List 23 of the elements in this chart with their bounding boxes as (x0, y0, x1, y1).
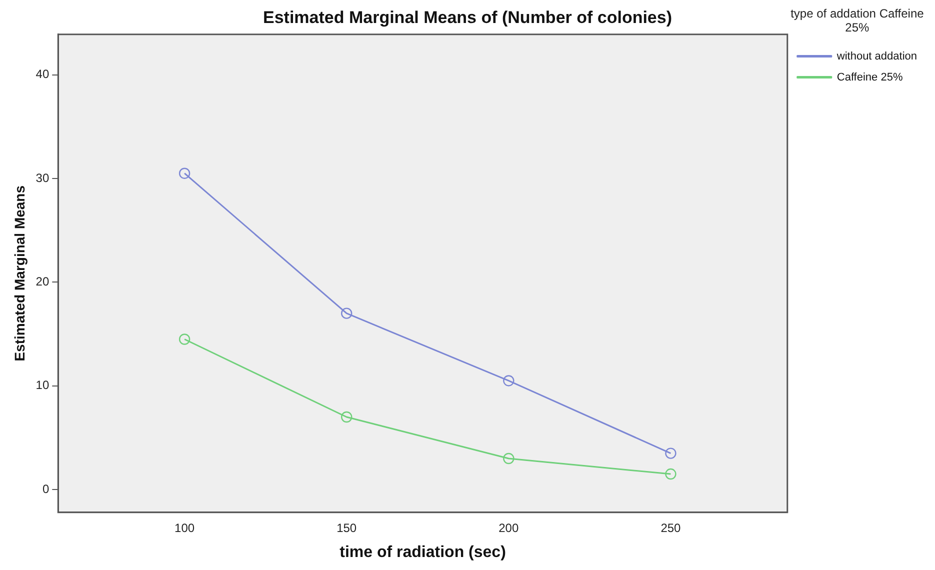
point (341, 308, 352, 319)
y-tick-label: 20 (36, 274, 50, 289)
y-tick-label: 10 (36, 378, 50, 392)
point (665, 448, 676, 459)
point (178, 334, 190, 345)
legend-title: type of addation Caffeine 25% (790, 6, 924, 35)
x-tick-label: 250 (660, 520, 682, 535)
legend-label: without addation (836, 50, 918, 62)
point (665, 468, 676, 480)
y-axis-title: Estimated Marginal Means (11, 185, 28, 362)
y-tick-label: 0 (42, 482, 50, 496)
chart-title: Estimated Marginal Means of (Number of colonies) (262, 8, 672, 27)
point (503, 452, 514, 464)
x-axis-title: time of radiation (sec) (340, 544, 506, 561)
x-tick-label: 100 (174, 520, 195, 535)
x-tick-label: 150 (336, 520, 357, 535)
legend-label: Caffeine 25% (836, 71, 903, 84)
point (341, 411, 352, 423)
y-tick-label: 40 (36, 67, 50, 82)
point (178, 168, 190, 179)
point (503, 375, 514, 386)
x-tick-label: 200 (498, 520, 519, 535)
y-tick-label: 30 (36, 170, 50, 185)
